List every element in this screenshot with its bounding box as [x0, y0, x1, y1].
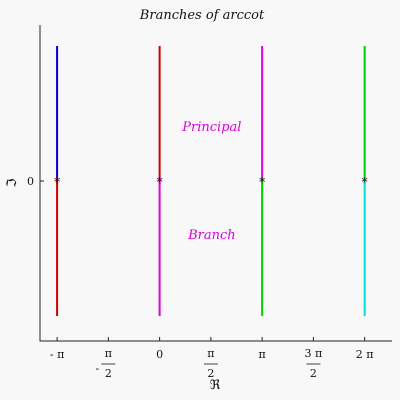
branch-point-marker-3: *	[362, 175, 368, 189]
annotation-branch: Branch	[187, 228, 236, 243]
x-tick-denominator-5: 2	[310, 367, 317, 380]
branch-point-marker-2: *	[259, 175, 265, 189]
y-tick-label-0: 0	[27, 175, 34, 188]
branch-point-marker-1: *	[157, 175, 163, 189]
x-tick-denominator-1: 2	[105, 367, 112, 380]
x-tick-numerator-1: π	[105, 347, 112, 360]
x-axis-label: ℜ	[210, 378, 221, 393]
plot-axes	[39, 25, 392, 342]
x-tick-label-4: π	[259, 348, 266, 361]
x-tick-label-6: 2 π	[356, 348, 374, 361]
branch-point-marker-0: *	[54, 175, 60, 189]
x-tick-label-0: - π	[50, 348, 64, 361]
y-axis-label: ℑ	[5, 178, 20, 187]
x-tick-label-2: 0	[156, 348, 163, 361]
x-tick-numerator-3: π	[207, 347, 214, 360]
annotation-principal: Principal	[181, 120, 241, 135]
x-tick-sign-1: -	[95, 362, 99, 375]
chart-title: Branches of arccot	[139, 8, 265, 23]
x-tick-numerator-5: 3 π	[305, 347, 323, 360]
x-tick-denominator-3: 2	[207, 367, 214, 380]
